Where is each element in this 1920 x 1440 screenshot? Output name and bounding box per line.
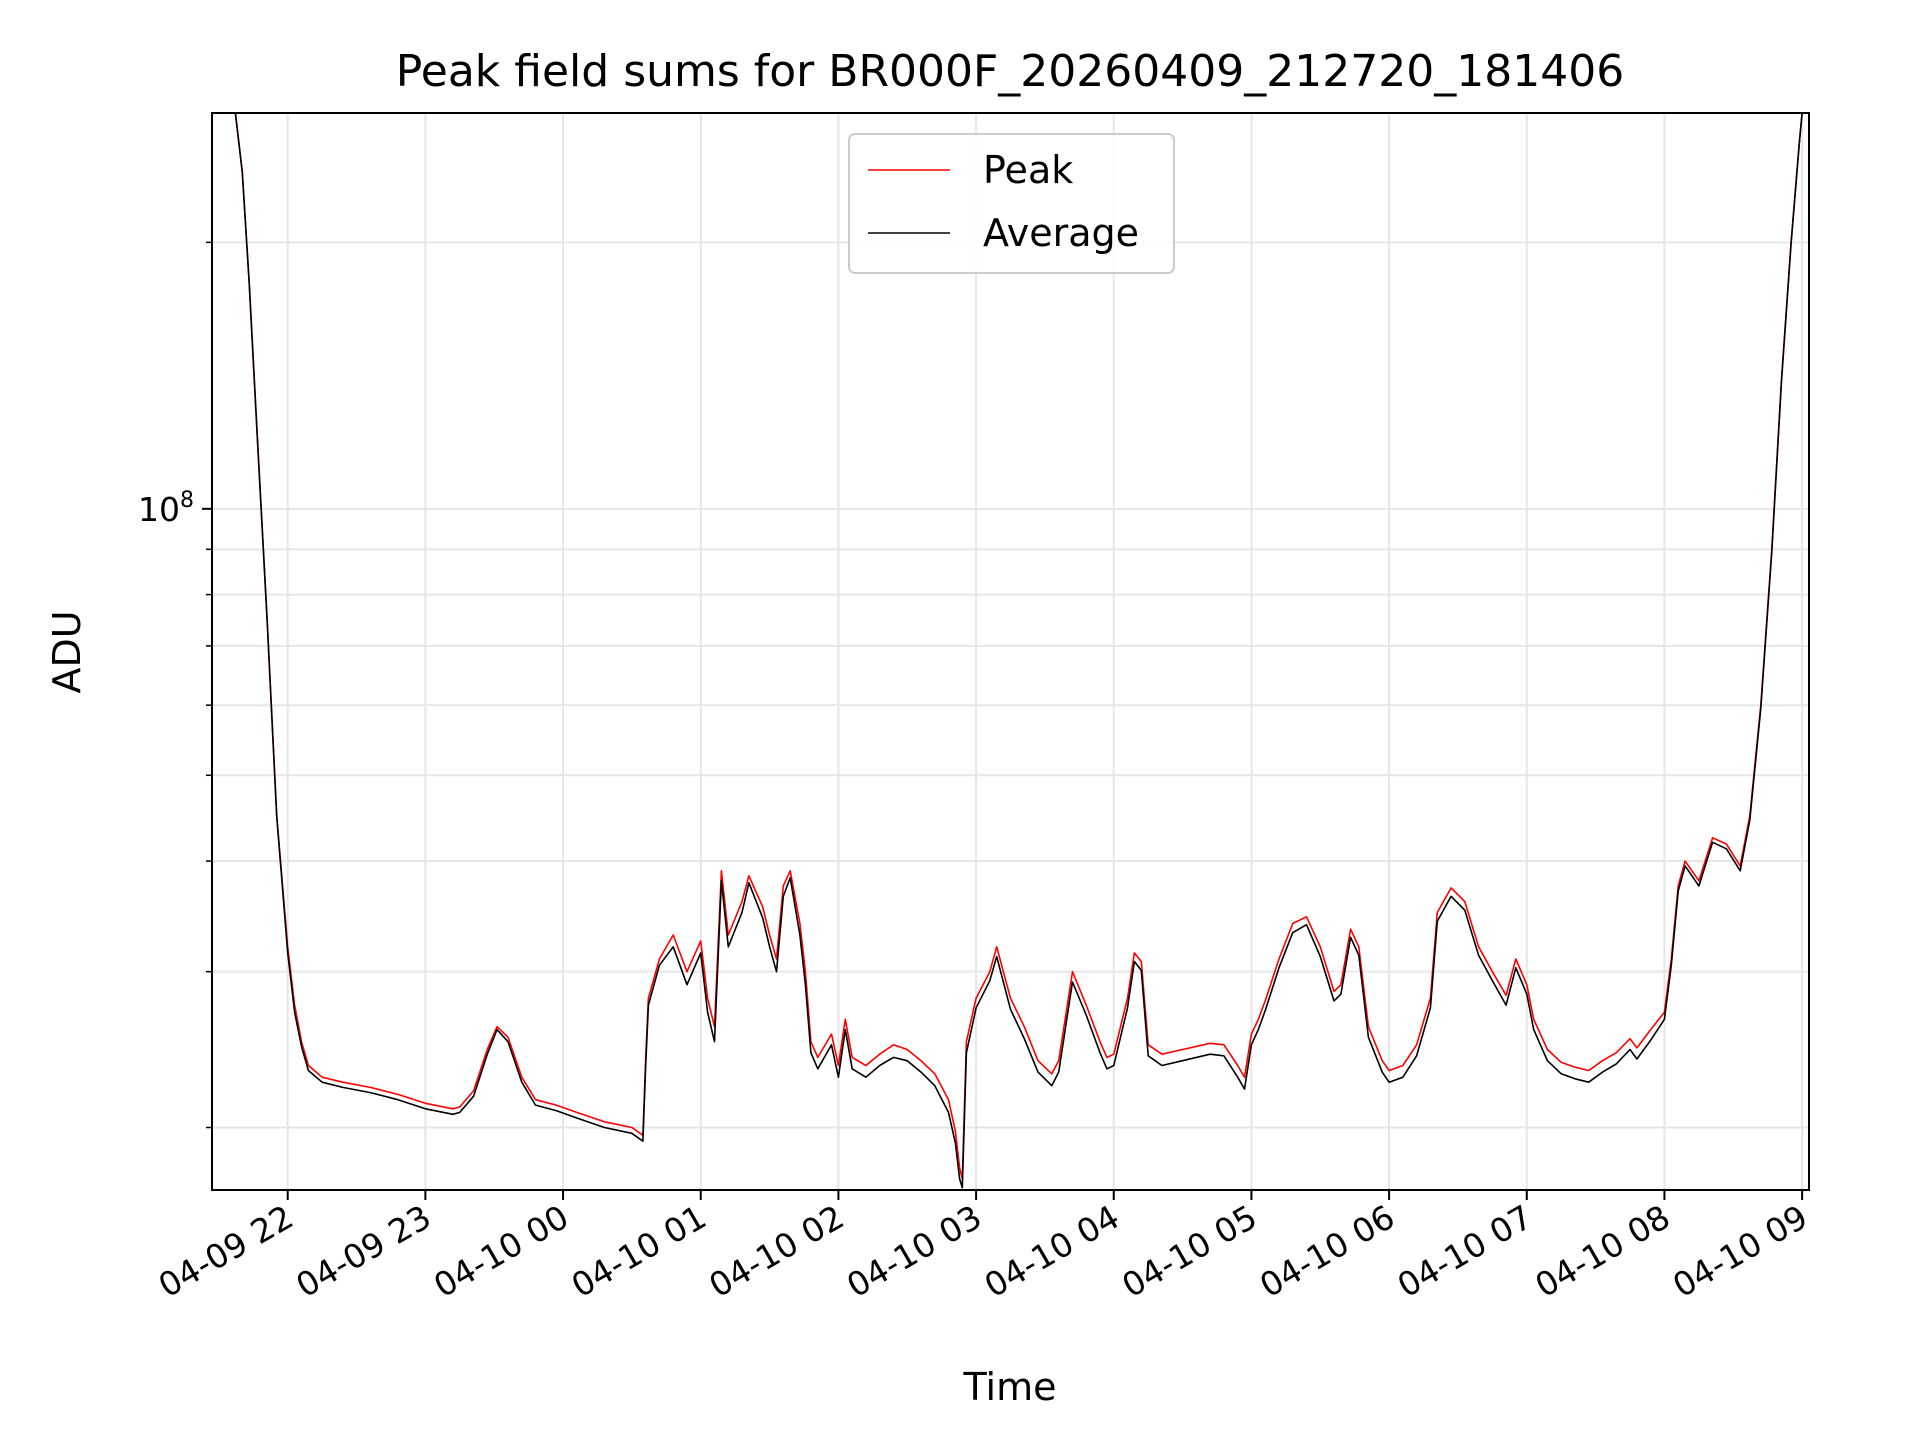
- plot-frame: [211, 112, 1810, 1191]
- series-layer: [234, 113, 1803, 1189]
- legend: Peak Average: [848, 133, 1175, 274]
- x-axis-label: Time: [963, 1365, 1057, 1409]
- legend-average-label: Average: [983, 211, 1139, 255]
- series-line-peak: [234, 113, 1803, 1180]
- y-axis-label: ADU: [45, 610, 89, 693]
- legend-box: [848, 133, 1175, 274]
- legend-peak-label: Peak: [983, 148, 1073, 192]
- series-line-average: [234, 113, 1803, 1189]
- y-tick-label: 108: [138, 488, 194, 529]
- chart-title: Peak field sums for BR000F_20260409_2127…: [396, 46, 1624, 97]
